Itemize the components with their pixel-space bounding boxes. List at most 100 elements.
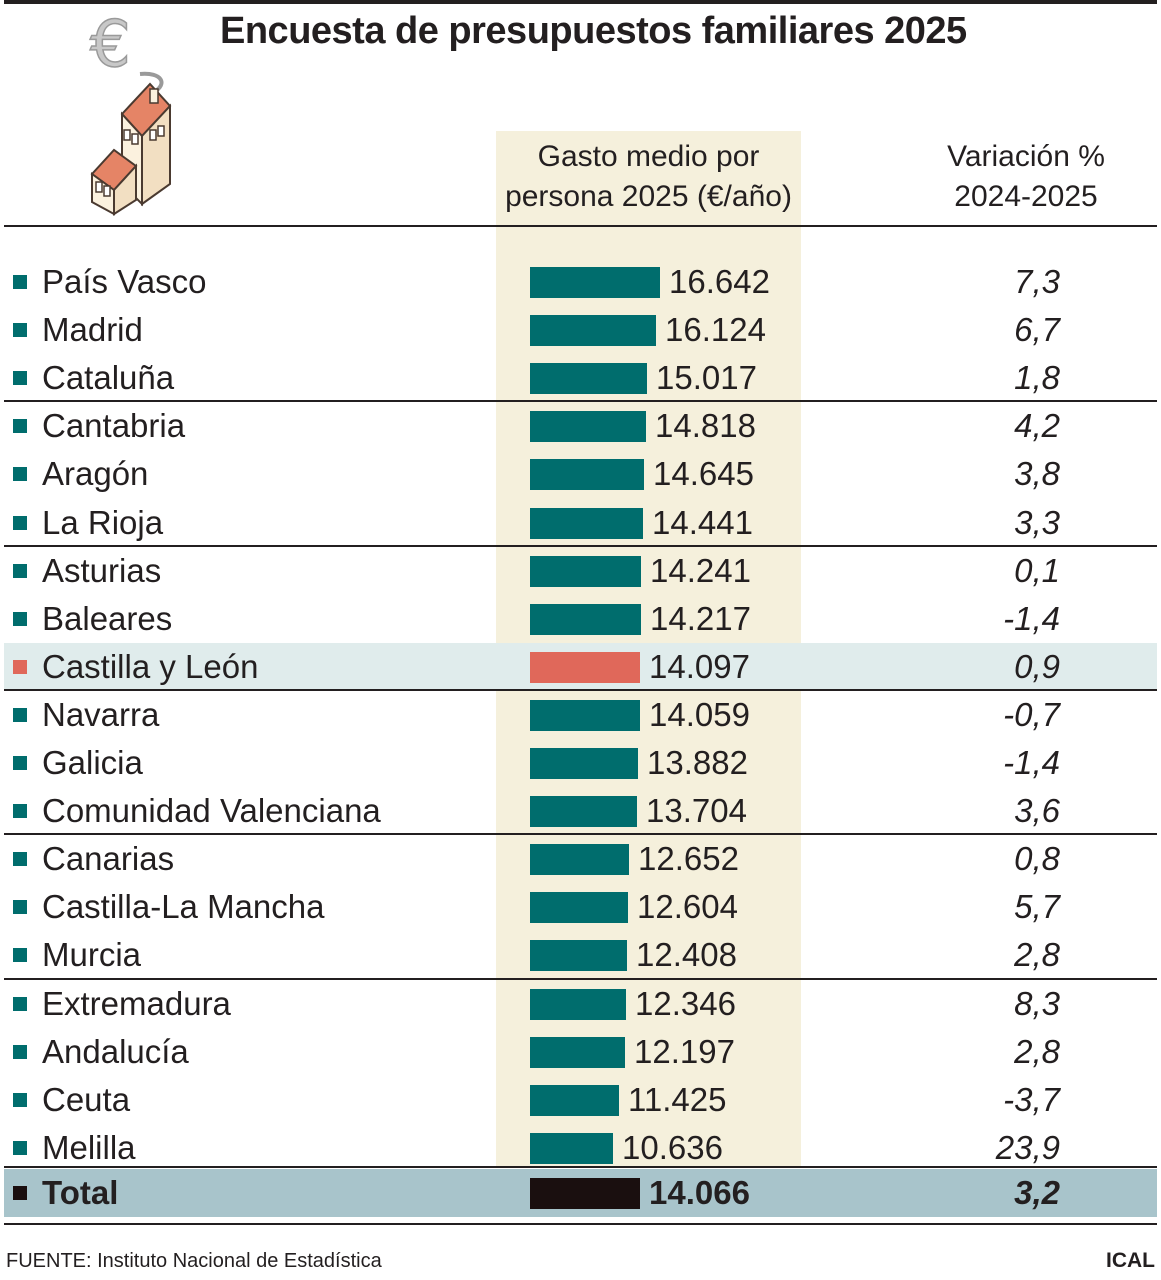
bar — [530, 748, 638, 779]
legend-square — [13, 611, 27, 626]
variation-label: 3,8 — [1014, 455, 1060, 493]
bar — [530, 267, 660, 298]
bar — [530, 940, 627, 972]
table-row: Navarra 14.059 -0,7 — [4, 691, 1157, 739]
value-label: 12.346 — [635, 984, 736, 1022]
table-row: Castilla-La Mancha 12.604 5,7 — [4, 883, 1157, 931]
variation-label: 2,8 — [1014, 936, 1060, 974]
header-rule — [4, 225, 1157, 227]
row-label: Canarias — [42, 840, 175, 878]
variation-label: -3,7 — [1003, 1080, 1060, 1118]
value-label: 14.217 — [650, 599, 751, 637]
header-gasto-line2: persona 2025 (€/año) — [505, 180, 792, 213]
value-label: 14.066 — [649, 1174, 750, 1211]
value-label: 14.441 — [652, 503, 753, 541]
variation-label: 0,8 — [1014, 840, 1060, 878]
variation-label: -1,4 — [1003, 599, 1060, 637]
legend-square — [13, 419, 27, 434]
value-label: 13.704 — [646, 792, 747, 830]
variation-label: 3,6 — [1014, 792, 1060, 830]
value-label: 14.059 — [649, 695, 750, 733]
value-label: 12.652 — [638, 840, 739, 878]
variation-label: 6,7 — [1014, 311, 1060, 349]
value-label: 13.882 — [647, 744, 748, 781]
legend-square — [13, 1044, 27, 1059]
legend-square — [13, 371, 27, 386]
variation-label: 4,2 — [1014, 407, 1060, 445]
group-separator — [4, 688, 1157, 691]
row-label: Navarra — [42, 695, 160, 733]
variation-label: 2,8 — [1014, 1032, 1060, 1070]
variation-label: 1,8 — [1014, 359, 1060, 397]
bar — [530, 892, 628, 924]
legend-square — [13, 852, 27, 867]
table-row: Comunidad Valenciana 13.704 3,6 — [4, 787, 1157, 835]
header-variacion: Variación % 2024-2025 — [896, 137, 1156, 217]
total-separator — [4, 1166, 1157, 1168]
variation-label: -0,7 — [1003, 695, 1060, 733]
row-label: Melilla — [42, 1128, 136, 1166]
legend-square — [13, 1186, 27, 1200]
table-row: País Vasco 16.642 7,3 — [4, 258, 1157, 306]
group-separator — [4, 400, 1157, 403]
row-label: Cataluña — [42, 359, 175, 397]
legend-square — [13, 707, 27, 722]
row-label: País Vasco — [42, 263, 207, 300]
top-rule — [4, 0, 1157, 4]
legend-square — [13, 948, 27, 963]
legend-square — [13, 804, 27, 819]
value-label: 12.604 — [637, 888, 738, 926]
table-row: Madrid 16.124 6,7 — [4, 306, 1157, 354]
legend-square — [13, 275, 27, 289]
bar — [530, 507, 643, 539]
row-label: Total — [42, 1174, 119, 1211]
variation-label: -1,4 — [1003, 744, 1060, 781]
bar — [530, 411, 646, 443]
legend-square — [13, 515, 27, 530]
legend-square — [13, 996, 27, 1011]
legend-square — [13, 900, 27, 915]
bar — [530, 315, 656, 347]
bar — [530, 651, 640, 683]
table-row: Cataluña 15.017 1,8 — [4, 354, 1157, 402]
value-label: 14.818 — [655, 407, 756, 445]
value-label: 15.017 — [656, 359, 757, 397]
legend-square — [13, 756, 27, 770]
table-row: Extremadura 12.346 8,3 — [4, 980, 1157, 1028]
variation-label: 3,2 — [1014, 1174, 1060, 1211]
row-label: Galicia — [42, 744, 143, 781]
euro-house-icon: € — [89, 14, 172, 216]
value-label: 16.642 — [669, 263, 770, 300]
svg-text:€: € — [90, 14, 131, 82]
row-label: Asturias — [42, 551, 162, 589]
value-label: 12.408 — [636, 936, 737, 974]
value-label: 14.097 — [649, 647, 750, 685]
legend-square — [13, 1092, 27, 1107]
variation-label: 0,9 — [1014, 647, 1060, 685]
row-label: Extremadura — [42, 984, 231, 1022]
bar — [530, 1036, 625, 1068]
bar — [530, 603, 641, 635]
bottom-rule — [4, 1223, 1157, 1225]
row-label: Castilla-La Mancha — [42, 888, 325, 926]
variation-label: 23,9 — [995, 1128, 1060, 1166]
row-label: Murcia — [42, 936, 142, 974]
legend-square — [13, 563, 27, 578]
bar — [530, 844, 629, 876]
header-variacion-line2: 2024-2025 — [954, 180, 1098, 213]
row-label: Baleares — [42, 599, 173, 637]
table-row: Cantabria 14.818 4,2 — [4, 402, 1157, 450]
table-row: Murcia 12.408 2,8 — [4, 931, 1157, 979]
row-label: Comunidad Valenciana — [42, 792, 381, 830]
variation-label: 0,1 — [1014, 551, 1060, 589]
table-row: Andalucía 12.197 2,8 — [4, 1028, 1157, 1076]
table-row: Aragón 14.645 3,8 — [4, 450, 1157, 498]
header-gasto: Gasto medio por persona 2025 (€/año) — [496, 137, 801, 217]
total-row: Total 14.066 3,2 — [4, 1169, 1157, 1217]
variation-label: 5,7 — [1014, 888, 1060, 926]
table-row: Galicia 13.882 -1,4 — [4, 739, 1157, 787]
table-row: Ceuta 11.425 -3,7 — [4, 1076, 1157, 1124]
bar — [530, 988, 626, 1020]
bar — [530, 459, 644, 491]
